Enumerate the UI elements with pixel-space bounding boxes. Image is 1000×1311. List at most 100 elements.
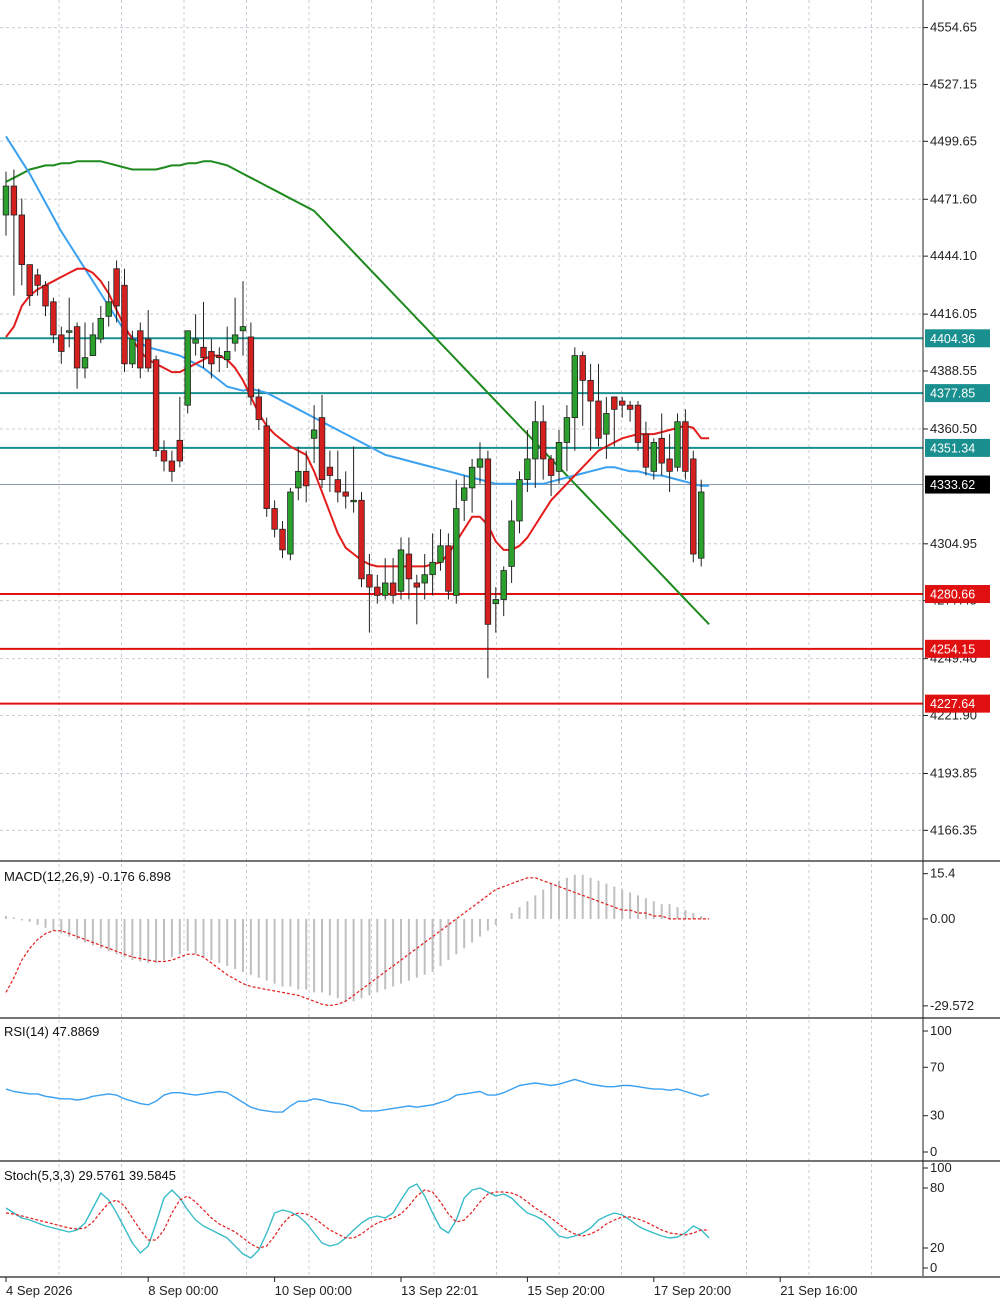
candle — [66, 297, 73, 348]
candle — [508, 500, 515, 583]
candle-body — [405, 553, 413, 580]
candle-body — [81, 357, 89, 369]
candle-body — [650, 442, 657, 472]
candle — [619, 396, 626, 418]
candle — [34, 268, 41, 296]
candle — [89, 322, 97, 356]
candle — [476, 442, 484, 484]
candle-body — [540, 421, 547, 460]
candle — [389, 558, 397, 604]
candle — [437, 529, 444, 571]
candle — [42, 281, 49, 317]
candle — [97, 305, 104, 344]
candle — [634, 401, 642, 451]
candle-body — [626, 404, 634, 410]
candle-body — [263, 425, 270, 509]
ma-slow-line — [5, 160, 710, 625]
level-tag — [925, 694, 990, 713]
macd-tick-label: 15.4 — [930, 866, 955, 881]
candle — [682, 409, 689, 480]
candle-body — [342, 491, 349, 497]
price-axis[interactable]: 4554.65 4527.15 4499.65 4471.60 4444.10 4416.… — [0, 0, 1000, 1278]
candle-body — [508, 520, 515, 567]
candle-body — [460, 487, 468, 501]
candle-body — [223, 351, 231, 361]
candle-body — [555, 442, 563, 472]
stoch-tick-label: 20 — [930, 1240, 944, 1255]
candle-body — [216, 355, 223, 359]
candle — [208, 339, 215, 379]
candle — [611, 396, 618, 447]
indicator-labels: MACD(12,26,9) -0.176 6.898 RSI(14) 47.88… — [4, 869, 176, 1183]
candle — [666, 434, 673, 493]
candle — [81, 322, 89, 379]
macd-label: MACD(12,26,9) -0.176 6.898 — [4, 869, 171, 884]
candle-body — [26, 264, 33, 297]
candle-body — [389, 582, 397, 596]
level-tag-label: 4404.36 — [930, 332, 975, 346]
candle — [524, 430, 531, 493]
candle-body — [247, 336, 255, 398]
time-label: 15 Sep 20:00 — [527, 1283, 604, 1298]
candle-body — [579, 355, 586, 381]
candle-body — [113, 268, 120, 307]
candle-body — [476, 458, 484, 468]
price-tick-label: 4304.95 — [930, 536, 977, 551]
candle — [2, 171, 10, 236]
candle-body — [429, 561, 436, 576]
candle-body — [255, 396, 262, 421]
candle-body — [611, 396, 618, 410]
rsi-tick-label: 0 — [930, 1144, 937, 1159]
time-label: 21 Sep 16:00 — [780, 1283, 857, 1298]
level-tag-label: 4254.15 — [930, 642, 975, 656]
macd-tick-label: 0.00 — [930, 911, 955, 926]
candle-body — [200, 346, 207, 359]
candle — [26, 264, 33, 306]
time-label: 10 Sep 00:00 — [275, 1283, 352, 1298]
candle-body — [168, 460, 176, 472]
candle — [176, 396, 183, 468]
candle — [563, 405, 571, 472]
candle-body — [318, 417, 326, 481]
level-tag — [925, 384, 990, 403]
stoch-label: Stoch(5,3,3) 29.5761 39.5845 — [4, 1168, 176, 1183]
candle — [18, 198, 25, 286]
current-price-tag — [925, 475, 990, 494]
candle — [318, 394, 326, 488]
rsi-label: RSI(14) 47.8869 — [4, 1024, 99, 1039]
level-tag — [925, 639, 990, 658]
candle-body — [571, 355, 578, 418]
level-tag — [925, 438, 990, 457]
candle — [413, 574, 420, 625]
candle — [263, 417, 270, 517]
candle — [690, 450, 697, 563]
rsi-tick-label: 100 — [930, 1023, 952, 1038]
price-tick-label: 4444.10 — [930, 248, 977, 263]
candle — [674, 413, 681, 472]
candle — [200, 301, 207, 368]
candle — [247, 322, 255, 406]
level-tag — [925, 329, 990, 348]
candle-body — [279, 528, 286, 551]
candle — [279, 520, 286, 559]
candle-body — [192, 338, 199, 344]
time-label: 4 Sep 2026 — [6, 1283, 73, 1298]
candle — [374, 574, 381, 604]
candle-body — [666, 458, 673, 472]
candle — [113, 260, 120, 323]
candle-body — [532, 421, 539, 460]
candle — [698, 479, 705, 567]
candle-body — [129, 338, 136, 365]
candle-body — [674, 421, 681, 468]
candle — [484, 450, 492, 679]
candle-body — [421, 574, 428, 584]
candle — [358, 492, 365, 588]
stoch-d-line — [5, 1189, 710, 1249]
time-axis[interactable]: 4 Sep 2026 8 Sep 00:00 10 Sep 00:00 13 Sep … — [5, 1277, 858, 1298]
candle-body — [66, 330, 73, 333]
macd-pane — [5, 874, 710, 1007]
candle — [366, 554, 373, 633]
candle-body — [50, 301, 57, 336]
candle-body — [500, 570, 507, 600]
